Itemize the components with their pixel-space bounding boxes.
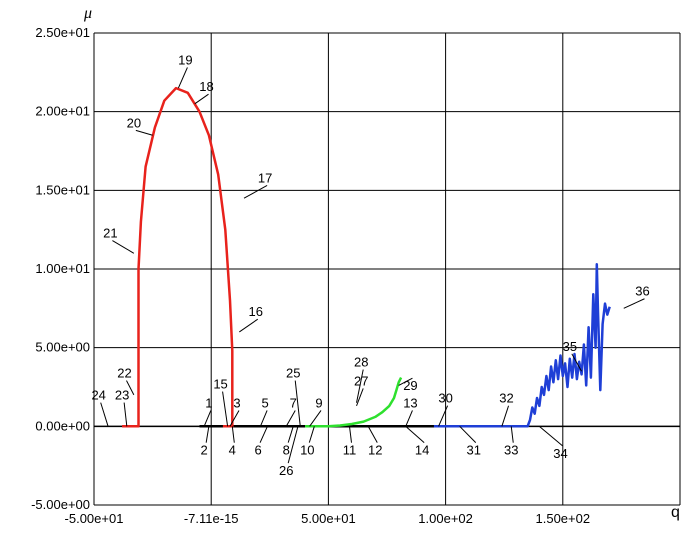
series-line-2 <box>122 86 234 428</box>
point-label: 29 <box>403 378 417 393</box>
leader-line <box>405 410 413 427</box>
leader-line <box>459 425 477 444</box>
point-label: 10 <box>300 443 314 458</box>
leader-line <box>126 380 135 396</box>
leader-line <box>112 240 135 254</box>
leader-line <box>398 377 413 386</box>
series-line-4 <box>433 263 611 428</box>
leader-line <box>203 410 212 427</box>
y-tick-label: 2.50e+01 <box>35 25 90 40</box>
leader-line <box>571 353 582 372</box>
point-label: 31 <box>466 443 480 458</box>
leader-line <box>309 410 322 427</box>
grid <box>93 32 680 506</box>
leader-line <box>239 318 259 333</box>
point-label: 9 <box>315 395 322 410</box>
point-label: 25 <box>286 366 300 381</box>
x-axis-label: q <box>671 504 680 521</box>
x-tick-label: 5.00e+01 <box>301 511 356 526</box>
x-tick-labels: -5.00e+01 -7.11e-15 5.00e+01 1.00e+02 1.50e+… <box>65 511 591 526</box>
leader-line <box>405 425 425 444</box>
leader-line <box>438 405 449 427</box>
leader-line <box>194 93 209 105</box>
leader-line <box>222 391 229 427</box>
leader-line <box>259 426 268 443</box>
leader-line <box>229 410 240 427</box>
point-label: 17 <box>258 170 272 185</box>
series-group <box>122 86 611 428</box>
point-label: 5 <box>261 395 268 410</box>
point-label: 14 <box>415 443 429 458</box>
y-axis-label: μ <box>83 5 92 22</box>
leader-line <box>294 380 301 427</box>
leader-line <box>259 410 268 427</box>
leader-line <box>356 369 364 403</box>
leader-line <box>539 425 563 447</box>
point-label: 22 <box>117 366 131 381</box>
point-label: 8 <box>283 443 290 458</box>
y-tick-label: -5.00e+00 <box>31 497 90 512</box>
point-label: 13 <box>403 395 417 410</box>
point-label: 4 <box>229 443 236 458</box>
leader-line <box>123 402 128 427</box>
point-label: 33 <box>504 443 518 458</box>
leader-line <box>287 426 294 443</box>
leader-line <box>623 298 645 309</box>
leader-line <box>285 410 296 427</box>
point-label: 21 <box>103 226 117 241</box>
y-tick-labels: 2.50e+01 2.00e+01 1.50e+01 1.00e+01 5.00e+00… <box>31 25 90 512</box>
point-label: 15 <box>213 377 227 392</box>
y-tick-label: 2.00e+01 <box>35 104 90 119</box>
point-label: 28 <box>354 355 368 370</box>
point-label: 20 <box>127 115 141 130</box>
x-tick-label: 1.50e+02 <box>536 511 591 526</box>
leader-line <box>510 426 514 443</box>
leader-line <box>348 426 352 443</box>
x-tick-label: -5.00e+01 <box>65 511 124 526</box>
point-label: 36 <box>635 284 649 299</box>
leader-line <box>135 129 153 136</box>
leader-line <box>205 426 210 443</box>
point-label: 32 <box>499 391 513 406</box>
leader-line <box>356 388 364 407</box>
point-label: 6 <box>254 443 261 458</box>
series-line-3 <box>305 377 403 428</box>
y-tick-label: 0.00e+00 <box>35 418 90 433</box>
leader-line <box>501 405 510 427</box>
point-label: 12 <box>368 443 382 458</box>
leader-line <box>231 426 235 443</box>
point-label: 26 <box>279 463 293 478</box>
point-label: 16 <box>249 304 263 319</box>
point-label: 18 <box>199 79 213 94</box>
y-tick-label: 1.50e+01 <box>35 182 90 197</box>
leader-line <box>308 426 315 443</box>
point-label: 23 <box>115 388 129 403</box>
point-label: 2 <box>201 443 208 458</box>
leader-line <box>367 426 378 443</box>
leader-line <box>287 426 299 464</box>
point-label: 1 <box>205 395 212 410</box>
point-label: 34 <box>553 446 567 461</box>
point-label: 11 <box>343 443 357 458</box>
point-label: 19 <box>178 52 192 67</box>
point-label: 24 <box>91 388 105 403</box>
leader-line <box>243 185 268 199</box>
leader-line <box>177 67 188 89</box>
y-tick-label: 1.00e+01 <box>35 261 90 276</box>
point-label: 3 <box>233 395 240 410</box>
x-tick-label: -7.11e-15 <box>184 511 239 526</box>
leader-line <box>100 402 109 427</box>
point-label: 30 <box>438 391 452 406</box>
y-tick-label: 5.00e+00 <box>35 340 90 355</box>
x-tick-label: 1.00e+02 <box>418 511 473 526</box>
point-label: 7 <box>290 395 297 410</box>
point-label: 35 <box>563 339 577 354</box>
